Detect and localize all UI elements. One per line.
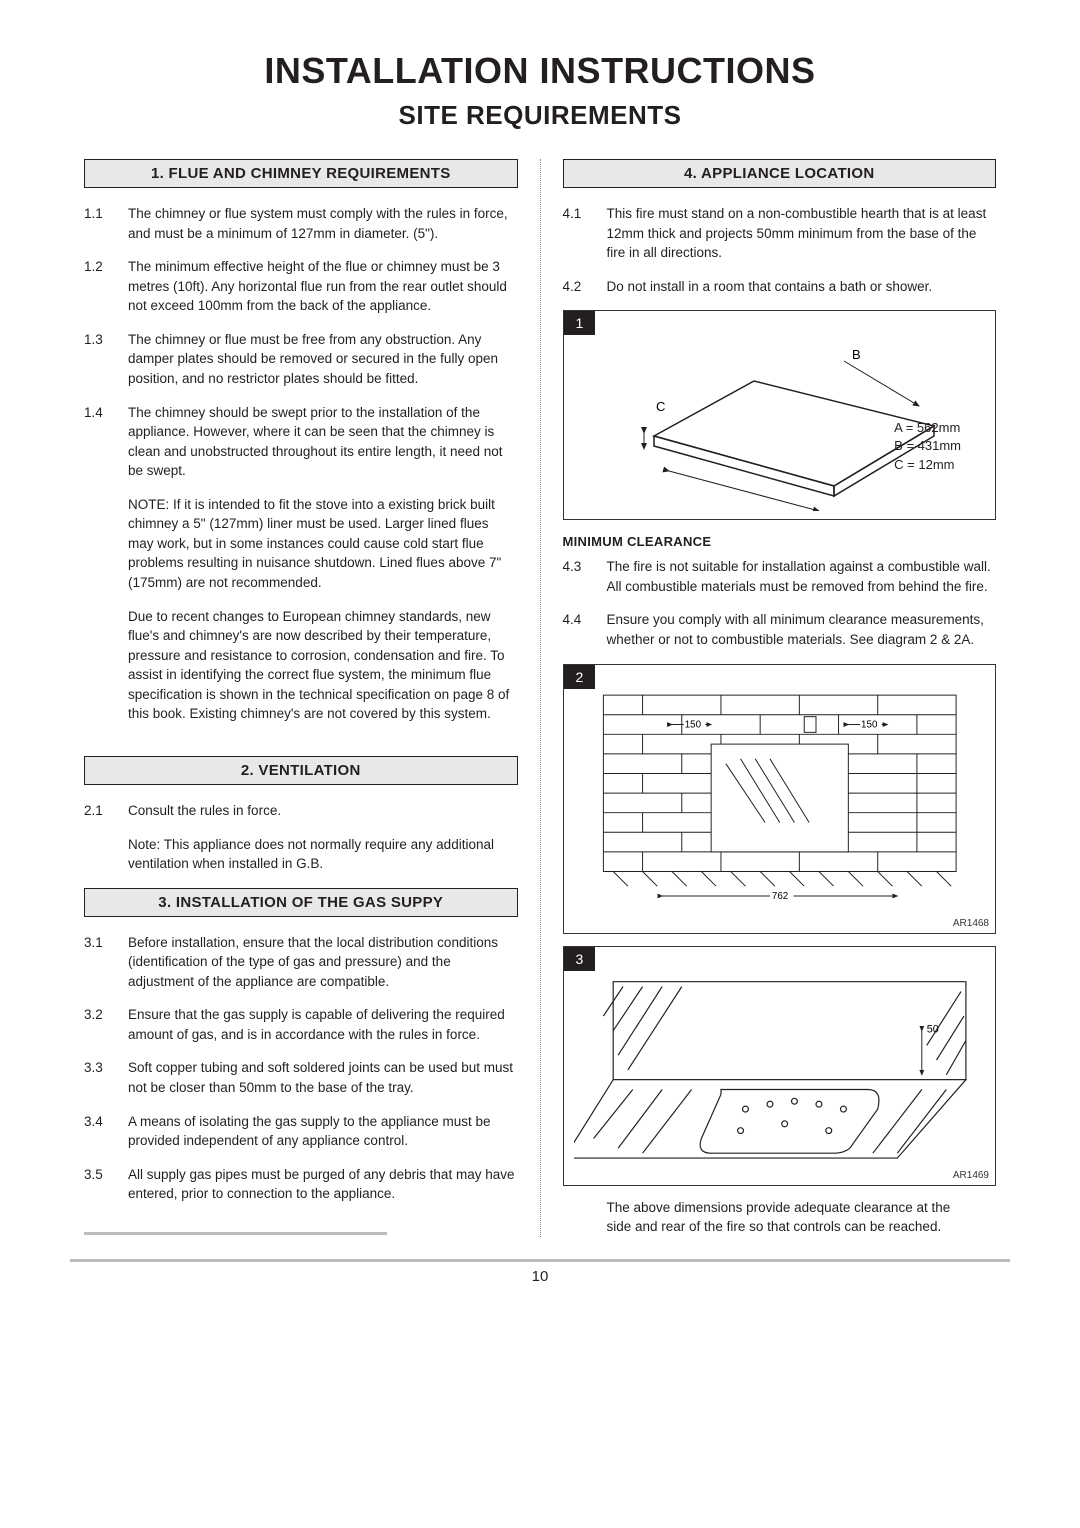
item-number: 3.2 [84,1005,128,1044]
item-1-4: 1.4 The chimney should be swept prior to… [84,403,518,481]
note-2: Due to recent changes to European chimne… [128,607,518,724]
dim-right: 150 [861,719,878,730]
item-3-3: 3.3 Soft copper tubing and soft soldered… [84,1058,518,1097]
item-text: Before installation, ensure that the loc… [128,933,518,992]
item-text: The minimum effective height of the flue… [128,257,518,316]
item-text: The chimney should be swept prior to the… [128,403,518,481]
item-text: Ensure that the gas supply is capable of… [128,1005,518,1044]
item-3-4: 3.4 A means of isolating the gas supply … [84,1112,518,1151]
item-3-2: 3.2 Ensure that the gas supply is capabl… [84,1005,518,1044]
figure-ref: AR1469 [953,1170,989,1181]
item-2-1: 2.1 Consult the rules in force. [84,801,518,821]
sub-title: SITE REQUIREMENTS [70,100,1010,131]
figure-3: 3 [563,946,997,1186]
item-text: All supply gas pipes must be purged of a… [128,1165,518,1204]
figure-footnote: The above dimensions provide adequate cl… [607,1198,953,1237]
item-4-2: 4.2 Do not install in a room that contai… [563,277,997,297]
item-text: This fire must stand on a non-combustibl… [607,204,997,263]
item-number: 4.1 [563,204,607,263]
brick-wall-diagram-icon: 150 150 762 [574,673,986,923]
item-4-1: 4.1 This fire must stand on a non-combus… [563,204,997,263]
label-b: B [852,347,861,362]
figure-1: 1 [563,310,997,520]
note-2-1: Note: This appliance does not normally r… [128,835,518,874]
figure-1-dims: A = 562mm B = 431mm C = 12mm [894,419,961,474]
item-number: 3.4 [84,1112,128,1151]
dim-c: C = 12mm [894,456,961,474]
item-text: A means of isolating the gas supply to t… [128,1112,518,1151]
item-number: 1.2 [84,257,128,316]
decorative-rule [84,1232,387,1235]
page-number: 10 [70,1268,1010,1285]
item-number: 4.3 [563,557,607,596]
item-1-2: 1.2 The minimum effective height of the … [84,257,518,316]
dim-b: B = 431mm [894,437,961,455]
item-number: 1.1 [84,204,128,243]
dim-left: 150 [684,719,701,730]
figure-2: 2 [563,664,997,934]
item-number: 1.3 [84,330,128,389]
note-1: NOTE: If it is intended to fit the stove… [128,495,518,593]
item-text: Ensure you comply with all minimum clear… [607,610,997,649]
item-text: Consult the rules in force. [128,801,518,821]
item-text: The chimney or flue system must comply w… [128,204,518,243]
min-clearance-label: MINIMUM CLEARANCE [563,534,997,549]
item-1-3: 1.3 The chimney or flue must be free fro… [84,330,518,389]
footer-rule [70,1259,1010,1262]
item-number: 2.1 [84,801,128,821]
item-number: 3.1 [84,933,128,992]
item-3-5: 3.5 All supply gas pipes must be purged … [84,1165,518,1204]
left-column: 1. FLUE AND CHIMNEY REQUIREMENTS 1.1 The… [70,159,541,1237]
item-number: 1.4 [84,403,128,481]
item-4-3: 4.3 The fire is not suitable for install… [563,557,997,596]
label-c: C [656,399,665,414]
main-title: INSTALLATION INSTRUCTIONS [70,50,1010,92]
right-column: 4. APPLIANCE LOCATION 4.1 This fire must… [541,159,1011,1237]
section-4-header: 4. APPLIANCE LOCATION [563,159,997,188]
item-text: The fire is not suitable for installatio… [607,557,997,596]
figure-ref: AR1468 [953,918,989,929]
item-text: Do not install in a room that contains a… [607,277,997,297]
item-number: 4.4 [563,610,607,649]
section-2-header: 2. VENTILATION [84,756,518,785]
item-4-4: 4.4 Ensure you comply with all minimum c… [563,610,997,649]
item-text: The chimney or flue must be free from an… [128,330,518,389]
section-1-header: 1. FLUE AND CHIMNEY REQUIREMENTS [84,159,518,188]
clearance-diagram-icon: 50 [574,955,986,1175]
dim-bottom: 762 [771,890,787,901]
item-text: Soft copper tubing and soft soldered joi… [128,1058,518,1097]
item-3-1: 3.1 Before installation, ensure that the… [84,933,518,992]
item-number: 3.3 [84,1058,128,1097]
item-number: 3.5 [84,1165,128,1204]
item-number: 4.2 [563,277,607,297]
dim-50: 50 [926,1023,938,1035]
section-3-header: 3. INSTALLATION OF THE GAS SUPPY [84,888,518,917]
dim-a: A = 562mm [894,419,961,437]
item-1-1: 1.1 The chimney or flue system must comp… [84,204,518,243]
